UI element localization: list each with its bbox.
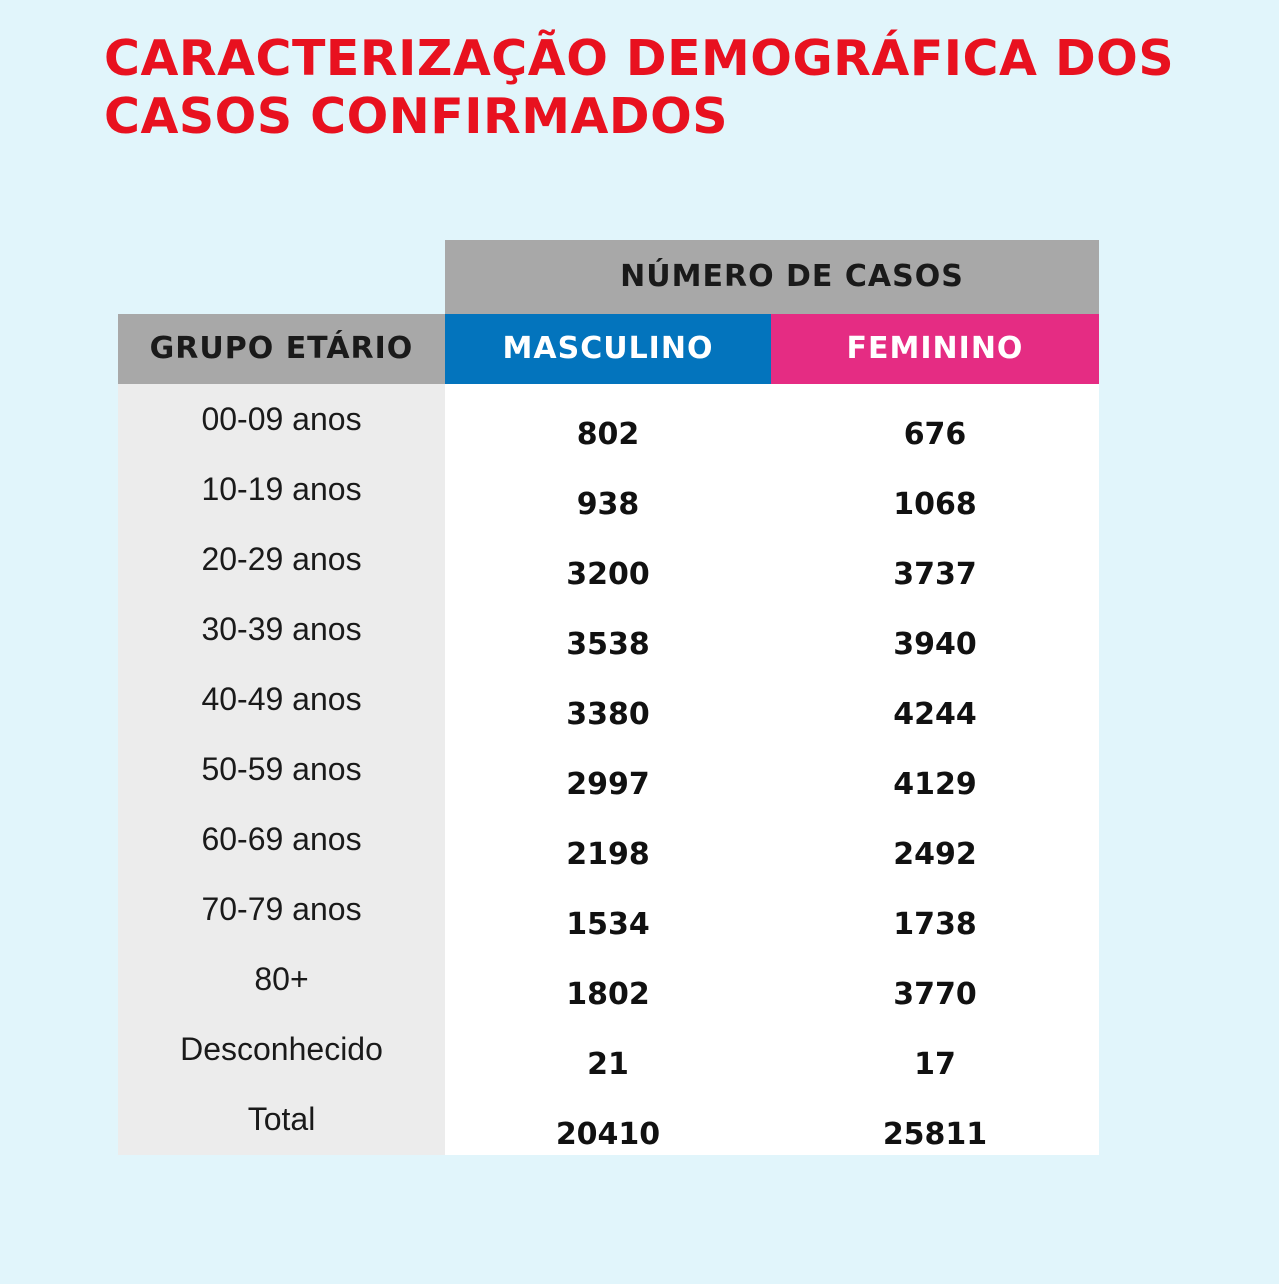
table-row: 00-09 anos 802 676 xyxy=(0,384,981,454)
table-row: 60-69 anos 2198 2492 xyxy=(0,804,981,874)
female-count: 17 xyxy=(914,1047,956,1082)
male-count: 3380 xyxy=(566,697,650,732)
page-title: CARACTERIZAÇÃO DEMOGRÁFICA DOS CASOS CON… xyxy=(104,30,1204,146)
female-count: 1068 xyxy=(893,487,977,522)
age-group-label: 60-69 anos xyxy=(201,821,362,857)
header-numero-de-casos: NÚMERO DE CASOS xyxy=(445,240,1099,314)
table-row: 10-19 anos 938 1068 xyxy=(0,454,981,524)
male-count: 1802 xyxy=(566,977,650,1012)
table-row: 70-79 anos 1534 1738 xyxy=(0,874,981,944)
title-line-2: CASOS CONFIRMADOS xyxy=(104,88,729,145)
age-group-label: 70-79 anos xyxy=(201,891,362,927)
table-row: Desconhecido 21 17 xyxy=(0,1014,981,1084)
male-count: 20410 xyxy=(555,1117,661,1152)
male-count: 938 xyxy=(576,487,640,522)
female-count: 3737 xyxy=(893,557,977,592)
age-group-label: 40-49 anos xyxy=(201,681,362,717)
male-count: 802 xyxy=(576,417,640,452)
age-group-label: Total xyxy=(247,1101,316,1137)
age-group-label: 80+ xyxy=(254,961,309,997)
table-row: Total 20410 25811 xyxy=(0,1084,987,1154)
female-count: 4244 xyxy=(893,697,977,732)
male-count: 3538 xyxy=(566,627,650,662)
female-count: 4129 xyxy=(893,767,977,802)
age-group-column-bg xyxy=(118,384,445,1155)
age-group-label: Desconhecido xyxy=(180,1031,383,1067)
age-group-label: 10-19 anos xyxy=(201,471,362,507)
table-row: 50-59 anos 2997 4129 xyxy=(0,734,981,804)
title-line-1: CARACTERIZAÇÃO DEMOGRÁFICA DOS xyxy=(104,30,1175,87)
age-group-label: 20-29 anos xyxy=(201,541,362,577)
header-masculino: MASCULINO xyxy=(445,314,771,384)
female-count: 676 xyxy=(903,417,967,452)
age-group-label: 30-39 anos xyxy=(201,611,362,647)
table-row: 40-49 anos 3380 4244 xyxy=(0,664,981,734)
female-count: 1738 xyxy=(893,907,977,942)
age-group-label: 50-59 anos xyxy=(201,751,362,787)
header-feminino: FEMININO xyxy=(771,314,1099,384)
header-grupo-etario: GRUPO ETÁRIO xyxy=(118,314,445,384)
male-count: 21 xyxy=(587,1047,629,1082)
values-column-bg xyxy=(445,384,1099,1155)
female-count: 3770 xyxy=(893,977,977,1012)
table-row: 80+ 1802 3770 xyxy=(0,944,981,1014)
female-count: 25811 xyxy=(882,1117,988,1152)
female-count: 3940 xyxy=(893,627,977,662)
male-count: 1534 xyxy=(566,907,650,942)
male-count: 3200 xyxy=(566,557,650,592)
female-count: 2492 xyxy=(893,837,977,872)
table-row: 20-29 anos 3200 3737 xyxy=(0,524,981,594)
male-count: 2198 xyxy=(566,837,650,872)
age-group-label: 00-09 anos xyxy=(201,401,362,437)
male-count: 2997 xyxy=(566,767,650,802)
table-row: 30-39 anos 3538 3940 xyxy=(0,594,981,664)
